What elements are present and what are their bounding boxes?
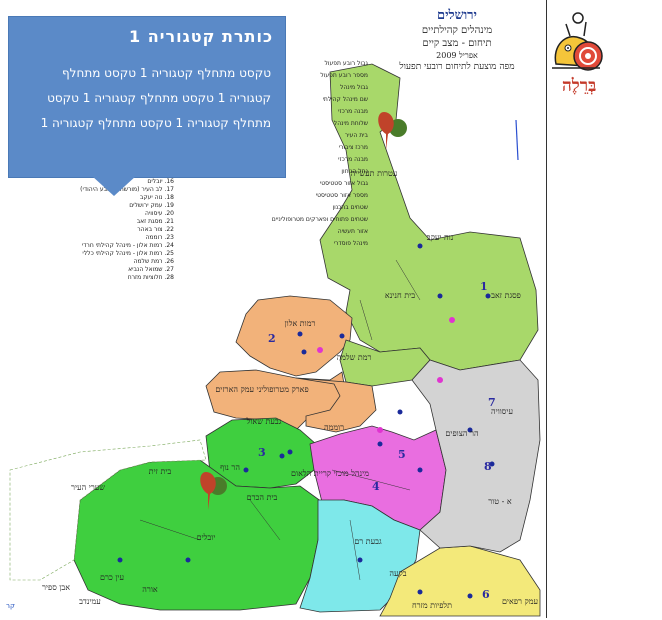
label-pisgat-zeev: פסגת זאב [491,291,521,300]
label-har-hatzofim: הר הצופים [445,429,479,438]
legend-right-item: שטחים בתכנון [332,204,368,211]
legend-right-item: בית העיר [344,132,368,139]
district-lines [139,259,421,581]
label-issawiya: עיסוויה [491,407,513,416]
map-subtitle-2: תיחום - מצב קיים [422,38,492,49]
map-header: ירושלים מינהלים קהילתיים תיחום - מצב קיי… [372,8,542,73]
label-zahal: עמק רפאים [502,597,539,606]
label-ein-kerem: עין כרם [100,573,125,582]
map-pin-north[interactable] [378,112,407,150]
label-even-sapir: אבן ספיר [42,583,70,592]
tooltip-title: כותרת קטגוריה 1 [129,27,273,46]
region-badge-8: 8 [484,460,492,473]
label-beit-zayit: בית זית [149,467,172,476]
region-badge-6: 6 [482,588,490,601]
region-7-area[interactable] [411,359,541,553]
region-badge-4: 4 [372,480,380,493]
romema-area[interactable] [295,377,377,433]
tooltip-tail [92,176,136,196]
legend-right-item: מספר רובע תפעול [320,72,368,79]
label-givat-shaul: גבעת שאול [246,417,282,426]
label-givat-ram: גבעת רם [354,537,382,546]
place-labels: עטרות תעשייה נוה יעקב בית חנינא פסגת זאב… [42,169,539,610]
edge-label: קר [6,602,15,610]
region-badges: 1 2 3 4 5 6 7 8 [258,280,496,601]
legend-right-item: מספר אזור סטטיסטי [315,192,368,199]
map-svg: 1 2 3 4 5 6 7 8 עטרות תעשייה נוה יעקב בי… [9,63,541,617]
legend-left-item: 22. צור באהר [137,226,174,233]
legend-right-item: מבנה מרכזי [338,108,368,115]
map-dots [117,243,495,599]
label-yovelim: יובלים [197,533,216,542]
map-date: אפריל 2009 [436,51,478,60]
legend-right-item: מרכז ציבורי [338,144,368,151]
legend-right-item: גבול רובע תפעול [324,60,368,67]
category-tooltip[interactable]: כותרת קטגוריה 1 טקסט מתחלף קטגוריה 1 טקס… [8,16,286,178]
legend-left-item: 27. שמואל הנביא [128,266,174,273]
map-legend-right: גבול רובע תפעול מספר רובע תפעול גבול מינ… [238,60,368,260]
map-title: ירושלים [437,8,477,23]
legend-right-item: גבול אזור סטטיסטי [319,180,368,187]
region-badge-1: 1 [480,280,488,293]
legend-right-item: מינהל פוסדרי [333,240,368,247]
label-a-tur: א - טור [488,497,512,506]
legend-right-item: גבול מינהל [339,84,368,91]
legend-left-item: 20. עיסוויה [145,210,174,217]
legend-left-item: 21. מסגת זאב [136,218,174,225]
label-ora: אורה [142,585,158,594]
label-beit-hanina: בית חנינא [385,291,415,300]
legend-left-item: 28. חלוציות מזרח [127,274,174,281]
label-beit-hakerem: בית הכרם [247,493,278,502]
label-romema: רוממה [324,423,344,432]
legend-right-item: שם מינהל קהילתי [322,96,368,103]
region-badge-3: 3 [258,446,266,459]
legend-left-item: 25. רמות אלון - מינהל קהילתי כללי [82,250,174,257]
legend-right-item: אזור תעשיה [337,228,368,235]
label-ramat-shlomo: רמת שלמה [337,353,372,362]
legend-left-item: 18. נוה יעקב [139,194,174,201]
label-talpiot: תלפיות מזרח [412,601,452,610]
legend-left-item: 23. רוממה [145,234,174,241]
open-space-area [9,439,207,581]
tooltip-body: טקסט מתחלף קטגוריה 1 טקסט מתחלף קטגוריה … [40,66,271,130]
map-description: מפה מוצעת לתיחום רובעי תפעול [399,62,515,72]
region-badge-2: 2 [268,332,276,345]
snail-logo-icon[interactable] [548,6,612,96]
region-badge-5: 5 [398,448,406,461]
legend-left-item: 24. רמות אלון - מינהל קהילתי חרדי [81,242,174,249]
region-2-area[interactable] [235,295,353,377]
label-shaar-hair: שערי העיר [71,483,105,492]
map-pin-west[interactable] [200,472,227,510]
label-metro-park: פארק מטרופוליני עמק הארזים [215,385,308,394]
logo-text: בְּרֵלֶה [562,76,597,96]
label-ramot: רמות אלון [285,319,316,328]
map-subtitle-1: מינהלים קהילתיים [421,25,493,36]
label-har-nof: הר נוף [220,463,240,472]
legend-right-item: נחל הגיחון [341,168,368,175]
map-legend: 15. חוכמת שמואל 16. יובלים 17. לב העיר (… [80,170,290,288]
legend-right-item: מבנה מרכזי [338,156,368,163]
legend-right-item: שטחים פתוחים ופארקים מטרופוליניים [271,216,368,223]
label-north: עטרות תעשייה [351,169,398,178]
label-aminadav: עמינדב [79,597,101,606]
legend-left-item: 19. עמק ירושלים [129,202,174,209]
region-badge-7: 7 [488,396,496,409]
gihon-river-line [515,119,519,161]
legend-left-item: 26. רמת שלמה [133,258,174,265]
legend-left-item: 16. יובלים [147,178,174,185]
legend-right-item: שלוחת מינהל [333,120,368,127]
label-baka: בקעה [389,569,406,578]
label-neve-yaakov: נוה יעקב [427,233,454,242]
label-kiryat-leom: מינהל מוכזי קריית הלאום [291,469,369,478]
